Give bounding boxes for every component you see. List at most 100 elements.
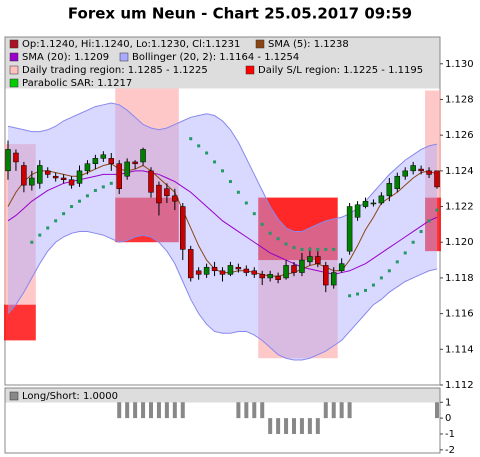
long-short-bar [164, 402, 169, 419]
candle-body [323, 265, 329, 286]
candle-body [108, 158, 115, 164]
candle-body [434, 170, 440, 188]
candle-body [116, 163, 122, 189]
long-short-bar [315, 418, 320, 434]
legend-swatch [9, 391, 19, 401]
long-short-bar [156, 402, 161, 419]
sar-dot [419, 230, 423, 234]
candle-body [132, 161, 138, 164]
candle-body [402, 170, 408, 177]
legend-swatch [9, 39, 19, 49]
candle-body [283, 265, 289, 279]
candle-body [235, 266, 242, 270]
chart-title: Forex um Neun - Chart 25.05.2017 09:59 [68, 5, 412, 23]
long-short-bar [244, 402, 249, 419]
sl-region [115, 197, 179, 243]
lower-legend-bg [5, 388, 440, 403]
long-short-bar [252, 402, 257, 419]
sar-dot [371, 283, 375, 287]
long-short-bar [331, 402, 336, 419]
sar-dot [316, 247, 320, 251]
y-tick-label: 1.122 [445, 202, 474, 213]
legend-swatch [119, 52, 129, 62]
sar-dot [308, 247, 312, 251]
long-short-bar [125, 402, 130, 419]
candle-body [410, 165, 416, 172]
candle-body [148, 170, 154, 193]
sar-dot [300, 247, 304, 251]
candle-body [164, 188, 170, 197]
sar-dot [93, 188, 97, 192]
legend-label: Daily trading region: 1.1285 - 1.1225 [22, 65, 208, 76]
legend-bg [5, 37, 440, 89]
y-tick-label: -2 [445, 445, 455, 456]
candle-body [52, 175, 59, 179]
candle-body [195, 270, 202, 275]
y-tick-label: 1.118 [445, 273, 474, 284]
sar-dot [54, 219, 58, 223]
sar-dot [332, 247, 336, 251]
sar-dot [411, 240, 415, 244]
sar-dot [387, 269, 391, 273]
candle-body [370, 202, 377, 205]
candle-body [330, 272, 337, 286]
candle-body [37, 165, 43, 184]
candle-body [251, 270, 258, 275]
sar-dot [395, 260, 399, 264]
candle-body [124, 161, 130, 177]
sar-dot [70, 205, 74, 209]
legend-swatch [245, 65, 255, 75]
y-tick-label: 1.124 [445, 166, 474, 177]
candle-body [44, 170, 51, 175]
candle-body [386, 183, 393, 197]
candle-body [219, 270, 226, 275]
sar-dot [46, 226, 50, 230]
candle-body [92, 158, 99, 164]
legend-label: Parabolic SAR: 1.1217 [22, 78, 132, 89]
sar-dot [427, 219, 431, 223]
legend-swatch [9, 78, 19, 88]
sar-dot [213, 160, 217, 164]
sar-dot [324, 247, 328, 251]
legend-swatch [9, 65, 19, 75]
bollinger-band [8, 103, 437, 361]
candle-body [267, 274, 273, 279]
y-tick-label: -1 [445, 429, 455, 440]
sar-dot [364, 288, 367, 292]
legend-label: Daily S/L region: 1.1225 - 1.1195 [258, 65, 423, 76]
legend-label: Op:1.1240, Hi:1.1240, Lo:1.1230, Cl:1.12… [22, 39, 240, 50]
candle-body [315, 256, 321, 264]
y-tick-label: 1.114 [445, 344, 474, 355]
long-short-bar [339, 402, 344, 419]
candle-body [211, 266, 218, 272]
candle-body [60, 177, 67, 181]
sar-dot [236, 190, 240, 194]
long-short-bar [141, 402, 146, 419]
candle-body [354, 204, 361, 218]
sar-dot [244, 201, 248, 205]
sar-dot [276, 237, 280, 241]
candle-body [227, 265, 234, 275]
sar-dot [284, 242, 288, 246]
candle-body [307, 256, 313, 263]
long-short-bar [323, 402, 328, 419]
candle-body [259, 274, 265, 279]
candle-body [156, 184, 162, 204]
candle-body [362, 200, 369, 207]
long-short-bar [149, 402, 153, 419]
sl-region [4, 304, 36, 341]
sar-dot [403, 251, 407, 255]
bollinger-lower [7, 231, 438, 361]
long-short-bar [268, 418, 273, 434]
long-short-bar [307, 418, 312, 434]
sar-dot [205, 151, 209, 155]
sar-dot [85, 194, 89, 198]
legend-swatch [255, 39, 265, 49]
sar-dot [109, 181, 113, 185]
candle-body [418, 168, 424, 172]
long-short-bar [117, 402, 122, 419]
y-tick-label: 0 [445, 413, 451, 424]
long-short-bar [276, 418, 281, 434]
plot-area [4, 36, 441, 386]
